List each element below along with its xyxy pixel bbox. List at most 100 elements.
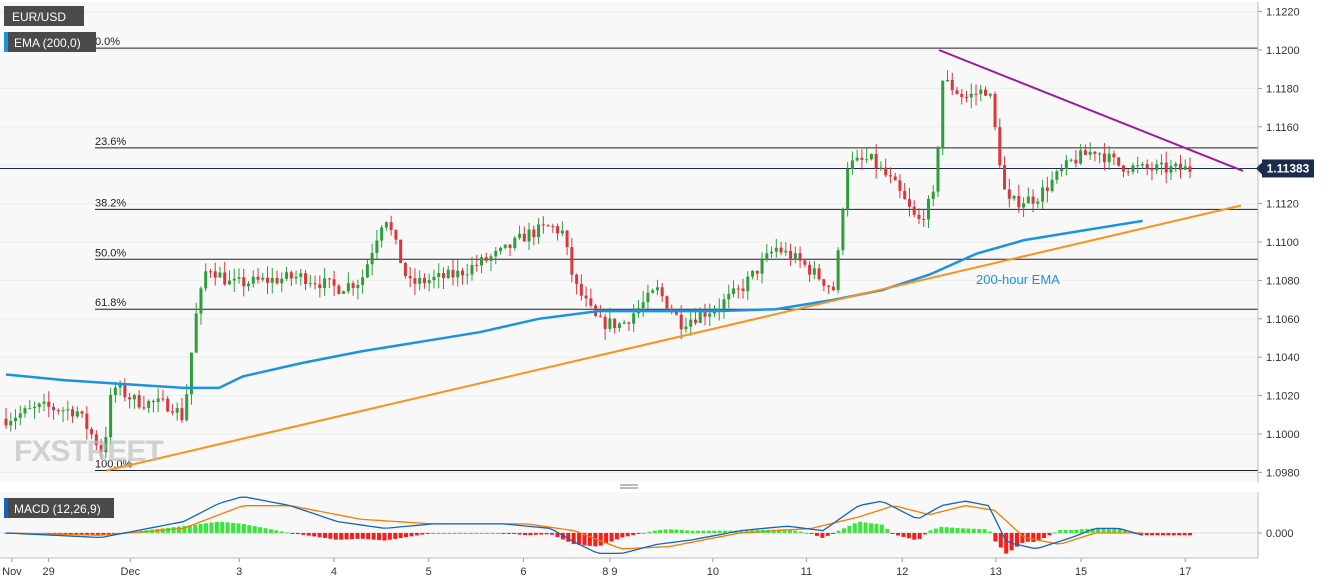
candle-body xyxy=(180,408,184,421)
candle-body xyxy=(123,384,127,398)
macd-histogram-bar xyxy=(1144,532,1149,536)
candle-body xyxy=(460,270,464,276)
candle-body xyxy=(827,285,831,287)
candle-body xyxy=(850,160,854,169)
macd-histogram-bar xyxy=(885,528,890,533)
candle-body xyxy=(560,230,564,234)
macd-histogram-bar xyxy=(1031,532,1036,542)
macd-histogram-bar xyxy=(1171,532,1176,536)
candle-body xyxy=(622,322,626,324)
candle-body xyxy=(304,273,308,285)
candle-body xyxy=(413,278,417,284)
macd-histogram-bar xyxy=(869,523,874,533)
macd-label-box[interactable]: MACD (12,26,9) xyxy=(4,498,114,518)
candle-body xyxy=(437,272,441,277)
macd-histogram-bar xyxy=(1182,532,1187,536)
candle-body xyxy=(831,286,835,291)
candle-body xyxy=(789,250,793,260)
candle-body xyxy=(1060,168,1064,172)
candle-body xyxy=(627,322,631,324)
candle-body xyxy=(294,276,298,279)
macd-histogram-bar xyxy=(777,529,782,533)
macd-histogram-bar xyxy=(1160,532,1165,536)
macd-histogram-bar xyxy=(285,532,290,534)
candle-body xyxy=(132,395,136,400)
candle-body xyxy=(993,93,997,128)
candle-body xyxy=(470,265,474,275)
candle-body xyxy=(432,276,436,281)
candle-body xyxy=(660,287,664,297)
macd-histogram-bar xyxy=(85,532,90,535)
candle-body xyxy=(456,270,460,278)
candle-body xyxy=(798,253,802,261)
candle-body xyxy=(955,90,959,94)
candle-body xyxy=(147,400,151,408)
macd-histogram-bar xyxy=(387,532,392,540)
macd-histogram-bar xyxy=(890,532,895,534)
macd-histogram-bar xyxy=(836,530,841,533)
candle-body xyxy=(1174,163,1178,167)
candle-body xyxy=(408,275,412,279)
macd-histogram-bar xyxy=(609,532,614,542)
candle-body xyxy=(137,395,141,408)
macd-histogram-bar xyxy=(544,532,549,535)
macd-histogram-bar xyxy=(495,532,500,534)
candle-body xyxy=(922,218,926,220)
candle-body xyxy=(665,296,669,309)
candle-body xyxy=(693,319,697,323)
macd-histogram-bar xyxy=(696,530,701,533)
candle-body xyxy=(1150,168,1154,171)
macd-histogram-bar xyxy=(598,532,603,546)
x-tick-label: 10 xyxy=(707,566,719,578)
macd-histogram-bar xyxy=(295,532,300,535)
candle-body xyxy=(817,268,821,280)
candle-body xyxy=(451,269,455,278)
candle-body xyxy=(280,278,284,284)
candle-body xyxy=(175,408,179,413)
candle-body xyxy=(508,244,512,249)
candle-body xyxy=(99,445,103,453)
macd-histogram-bar xyxy=(647,531,652,533)
macd-histogram-bar xyxy=(187,525,192,533)
candle-body xyxy=(1102,153,1106,163)
candle-body xyxy=(841,209,845,251)
panel-resize-handle[interactable] xyxy=(620,484,638,489)
candle-body xyxy=(755,270,759,274)
candle-body xyxy=(503,244,507,248)
candle-body xyxy=(1050,179,1054,191)
macd-histogram-bar xyxy=(1069,529,1074,533)
macd-histogram-bar xyxy=(1025,532,1030,542)
macd-histogram-bar xyxy=(512,532,517,535)
candle-body xyxy=(237,277,241,279)
macd-histogram-bar xyxy=(593,532,598,547)
candle-body xyxy=(494,250,498,257)
macd-histogram-bar xyxy=(1009,532,1014,551)
candle-body xyxy=(446,269,450,278)
candle-body xyxy=(565,230,569,248)
macd-histogram-bar xyxy=(425,532,430,534)
macd-histogram-bar xyxy=(523,532,528,536)
macd-histogram-bar xyxy=(312,532,317,537)
macd-histogram-bar xyxy=(74,532,79,535)
candle-body xyxy=(66,409,70,411)
candle-body xyxy=(703,312,707,317)
ema-label-box[interactable]: EMA (200,0) xyxy=(4,32,96,52)
candle-body xyxy=(513,237,517,249)
x-tick-label: 5 xyxy=(426,566,432,578)
candle-body xyxy=(732,288,736,294)
macd-histogram-bar xyxy=(723,530,728,533)
macd-histogram-bar xyxy=(906,532,911,539)
macd-histogram-bar xyxy=(744,530,749,533)
candle-body xyxy=(632,313,636,324)
macd-histogram-bar xyxy=(231,522,236,533)
symbol-label-box[interactable]: EUR/USD xyxy=(4,6,84,26)
macd-histogram-bar xyxy=(458,532,463,534)
resistance-trendline xyxy=(938,49,1244,172)
fibonacci-level-label: 61.8% xyxy=(95,297,126,309)
candle-body xyxy=(342,291,346,294)
candle-body xyxy=(256,276,260,280)
candle-body xyxy=(617,323,621,329)
macd-histogram-bar xyxy=(944,527,949,533)
candle-body xyxy=(579,283,583,296)
candle-body xyxy=(779,247,783,253)
